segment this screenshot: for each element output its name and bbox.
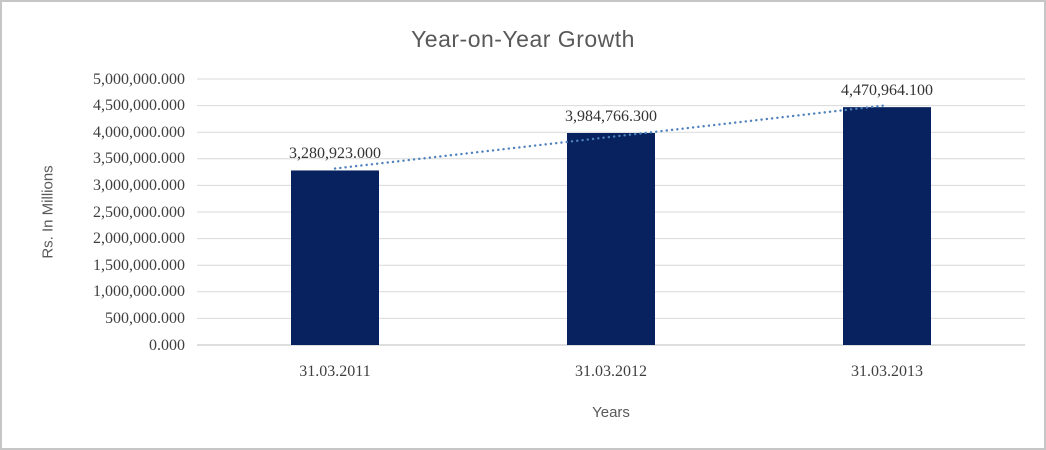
x-tick-label: 31.03.2013 xyxy=(851,363,923,380)
bar xyxy=(291,170,379,345)
x-tick-label: 31.03.2012 xyxy=(575,363,647,380)
data-label: 3,984,766.300 xyxy=(565,108,657,125)
x-tick-label: 31.03.2011 xyxy=(299,363,371,380)
y-tick-label: 500,000.000 xyxy=(105,309,185,327)
y-tick-label: 5,000,000.000 xyxy=(93,70,185,88)
bar xyxy=(843,107,931,345)
data-label: 3,280,923.000 xyxy=(289,145,381,163)
y-tick-label: 4,000,000.000 xyxy=(93,123,185,141)
bar xyxy=(567,133,655,345)
y-tick-label: 1,500,000.000 xyxy=(93,256,185,274)
y-tick-label: 4,500,000.000 xyxy=(93,97,185,115)
y-tick-label: 3,500,000.000 xyxy=(93,150,185,168)
x-axis-title: Years xyxy=(592,404,630,421)
y-tick-label: 2,500,000.000 xyxy=(93,203,185,221)
y-tick-label: 2,000,000.000 xyxy=(93,230,185,248)
y-tick-label: 1,000,000.000 xyxy=(93,283,185,301)
y-tick-label: 3,000,000.000 xyxy=(93,176,185,194)
y-tick-label: 0.000 xyxy=(149,336,185,354)
data-label: 4,470,964.100 xyxy=(841,82,933,100)
chart-title: Year-on-Year Growth xyxy=(411,26,635,52)
